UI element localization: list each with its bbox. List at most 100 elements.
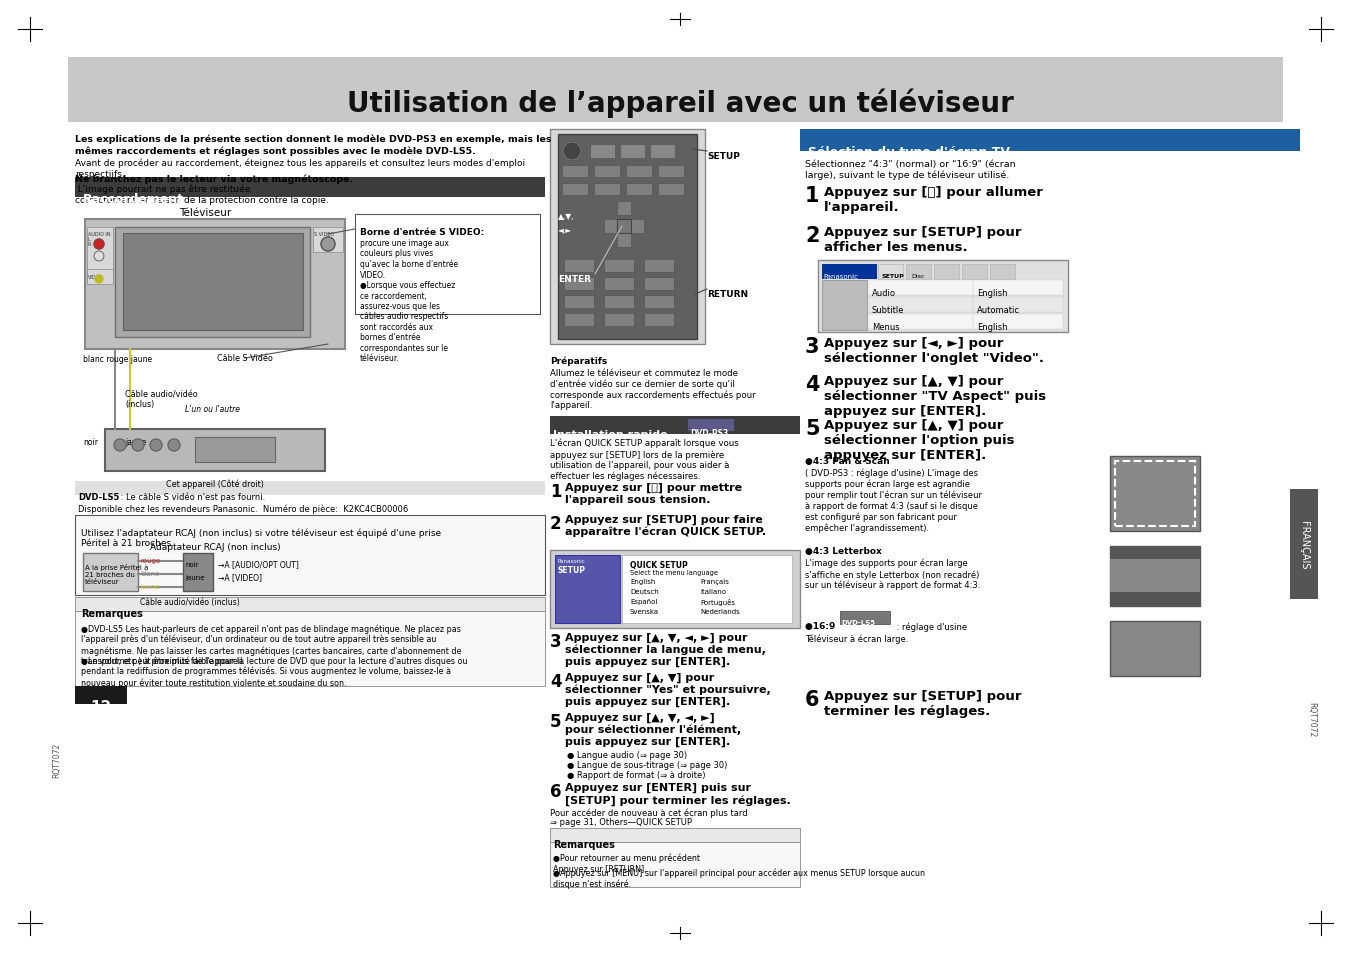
Text: 3: 3 [805, 336, 820, 356]
Text: jaune: jaune [126, 437, 146, 447]
Bar [817, 261, 1069, 333]
Circle shape [150, 439, 162, 452]
Bar [68, 58, 1283, 123]
Text: ENTER: ENTER [558, 274, 590, 284]
Bar [1111, 456, 1200, 532]
Bar [604, 295, 634, 309]
Text: Português: Português [700, 598, 735, 605]
Bar [973, 297, 1063, 313]
Bar [650, 145, 676, 159]
Circle shape [132, 439, 145, 452]
Text: Utilisez l'adaptateur RCAJ (non inclus) si votre téléviseur est équipé d'une pri: Utilisez l'adaptateur RCAJ (non inclus) … [81, 527, 442, 547]
Text: Français: Français [700, 578, 730, 584]
Text: Remarques: Remarques [553, 840, 615, 849]
Bar [840, 612, 890, 624]
Text: ●Pour retourner au menu précédent
Appuyez sur [RETURN].: ●Pour retourner au menu précédent Appuye… [553, 853, 700, 873]
Bar [604, 220, 617, 233]
Circle shape [95, 240, 104, 250]
Bar [867, 297, 973, 313]
Bar [1111, 559, 1200, 593]
Bar [76, 612, 544, 686]
Bar [105, 430, 326, 472]
Bar [563, 295, 594, 309]
Bar [82, 554, 138, 592]
Text: L'image pourrait ne pas être restituée
correctement en raison de la protection c: L'image pourrait ne pas être restituée c… [76, 185, 328, 205]
Text: Automatic: Automatic [977, 306, 1020, 314]
Bar [620, 145, 644, 159]
Text: DVD-LS5: DVD-LS5 [78, 493, 119, 501]
Text: jaune: jaune [141, 583, 159, 589]
Bar [626, 166, 653, 178]
Bar [550, 416, 800, 435]
Text: 6: 6 [805, 689, 820, 709]
Bar [563, 314, 594, 327]
Bar [878, 265, 902, 280]
Bar [550, 828, 800, 842]
Text: VIDEO: VIDEO [88, 274, 104, 280]
Text: Panasonic: Panasonic [823, 274, 858, 280]
Text: 1: 1 [550, 482, 562, 500]
Text: Nederlands: Nederlands [700, 608, 740, 615]
Bar [76, 686, 127, 704]
Bar [658, 184, 684, 195]
Text: rouge: rouge [141, 558, 161, 563]
Bar [1115, 461, 1196, 526]
Text: L'un ou l'autre: L'un ou l'autre [185, 405, 240, 414]
Bar [1111, 546, 1200, 606]
Bar [658, 166, 684, 178]
Text: ●Le volume peut être plus faible pour la lecture de DVD que pour la lecture d'au: ●Le volume peut être plus faible pour la… [81, 656, 467, 687]
Text: Panasonic: Panasonic [557, 558, 585, 563]
Bar [76, 178, 544, 198]
Bar [86, 270, 113, 285]
Bar [563, 260, 594, 273]
Bar [195, 437, 276, 462]
Text: Raccordement: Raccordement [82, 193, 184, 206]
Text: Appuyez sur [◄, ►] pour
sélectionner l'onglet "Video".: Appuyez sur [◄, ►] pour sélectionner l'o… [824, 336, 1044, 365]
Text: Sélectionnez "4:3" (normal) or "16:9" (écran
large), suivant le type de télévise: Sélectionnez "4:3" (normal) or "16:9" (é… [805, 160, 1016, 180]
Text: ●DVD-LS5 Les haut-parleurs de cet appareil n'ont pas de blindage magnétique. Ne : ●DVD-LS5 Les haut-parleurs de cet appare… [81, 623, 462, 666]
Bar [182, 554, 213, 592]
Text: : Le câble S vidéo n'est pas fourni.: : Le câble S vidéo n'est pas fourni. [118, 493, 265, 502]
Text: DVD-LS5: DVD-LS5 [842, 619, 875, 625]
Bar [85, 220, 345, 350]
Text: 5: 5 [550, 712, 562, 730]
Text: Avant de procéder au raccordement, éteignez tous les appareils et consultez leur: Avant de procéder au raccordement, éteig… [76, 159, 526, 179]
Text: ●16:9: ●16:9 [805, 621, 839, 630]
Circle shape [95, 275, 103, 284]
Text: : réglage d'usine: : réglage d'usine [894, 621, 967, 631]
Text: Câble audio/vidéo
(inclus): Câble audio/vidéo (inclus) [126, 390, 197, 409]
Bar [558, 135, 697, 339]
Bar [550, 842, 800, 887]
Text: Cet appareil (Côté droit): Cet appareil (Côté droit) [166, 479, 263, 489]
Bar [800, 130, 1300, 152]
Text: A la prise Péritel à
21 broches du
téléviseur: A la prise Péritel à 21 broches du télév… [85, 563, 149, 584]
Text: Appuyez sur [▲, ▼] pour
sélectionner l'option puis
appuyez sur [ENTER].: Appuyez sur [▲, ▼] pour sélectionner l'o… [824, 418, 1015, 461]
Bar [626, 184, 653, 195]
Text: QUICK SETUP: QUICK SETUP [630, 560, 688, 569]
Bar [594, 166, 620, 178]
Bar [590, 145, 615, 159]
Text: ▲,▼,: ▲,▼, [558, 212, 574, 221]
Text: AUDIO IN: AUDIO IN [88, 232, 111, 236]
Text: Italiano: Italiano [700, 588, 725, 595]
Bar [617, 202, 631, 215]
Text: procure une image aux
couleurs plus vives
qu'avec la borne d'entrée
VIDEO.
●Lors: procure une image aux couleurs plus vive… [359, 239, 458, 363]
Bar [550, 130, 705, 345]
Text: ( DVD-PS3 : réglage d'usine) L'image des
supports pour écran large est agrandie
: ( DVD-PS3 : réglage d'usine) L'image des… [805, 469, 982, 533]
Bar [555, 556, 620, 623]
Circle shape [113, 439, 126, 452]
Text: Menus: Menus [871, 323, 900, 332]
Text: Appuyez sur [⏻] pour allumer
l'appareil.: Appuyez sur [⏻] pour allumer l'appareil. [824, 186, 1043, 213]
Text: ●4:3 Pan & Scan: ●4:3 Pan & Scan [805, 456, 890, 465]
Text: Téléviseur à écran large.: Téléviseur à écran large. [805, 634, 908, 643]
Text: Borne d'entrée S VIDEO:: Borne d'entrée S VIDEO: [359, 228, 484, 236]
Bar [644, 277, 674, 291]
Text: Remarques: Remarques [81, 608, 143, 618]
Text: L'image des supports pour écran large
s'affiche en style Letterbox (non recadré): L'image des supports pour écran large s'… [805, 558, 981, 590]
Text: SETUP: SETUP [557, 565, 585, 575]
Text: S VIDEO: S VIDEO [313, 232, 334, 236]
Text: 5: 5 [805, 418, 820, 438]
Text: ⇒ page 31, Others—QUICK SETUP: ⇒ page 31, Others—QUICK SETUP [550, 817, 692, 826]
Text: Select the menu language: Select the menu language [630, 569, 717, 576]
Text: jaune: jaune [185, 575, 204, 580]
